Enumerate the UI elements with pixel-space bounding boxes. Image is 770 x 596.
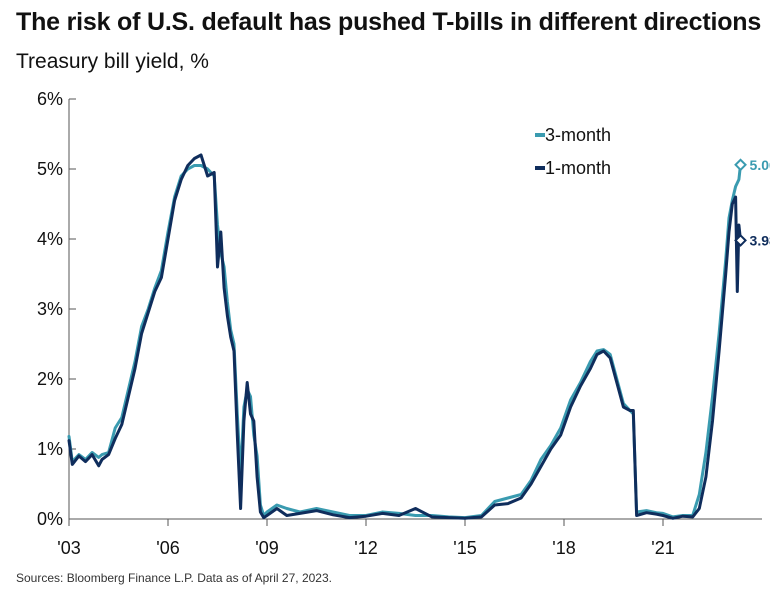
source-note: Sources: Bloomberg Finance L.P. Data as … (16, 571, 332, 585)
x-tick-label: '21 (651, 538, 674, 558)
chart-title: The risk of U.S. default has pushed T-bi… (16, 8, 762, 36)
y-tick-label: 0% (37, 509, 63, 529)
legend: 3-month 1-month (535, 125, 611, 178)
x-tick-label: '15 (453, 538, 476, 558)
x-tick-label: '18 (552, 538, 575, 558)
x-tick-label: '12 (354, 538, 377, 558)
x-tick-label: '03 (57, 538, 80, 558)
end-label-3-month: 5.06% (750, 157, 770, 173)
y-tick-label: 5% (37, 159, 63, 179)
legend-item-3-month: 3-month (545, 125, 611, 145)
end-label-1-month: 3.98% (750, 232, 770, 248)
end-label-3-month-marker (734, 158, 747, 172)
end-labels: 5.06% 3.98% (734, 157, 770, 248)
series-lines (67, 153, 742, 520)
y-tick-label: 2% (37, 369, 63, 389)
one-month-line (67, 153, 742, 520)
three-month-line (67, 163, 742, 520)
y-axis: 0% 1% 2% 3% 4% 5% 6% (37, 89, 76, 529)
end-label-1-month-marker (734, 233, 747, 247)
y-tick-label: 6% (37, 89, 63, 109)
legend-item-1-month: 1-month (545, 158, 611, 178)
y-tick-label: 4% (37, 229, 63, 249)
x-tick-label: '06 (156, 538, 179, 558)
x-tick-label: '09 (255, 538, 278, 558)
y-tick-label: 1% (37, 439, 63, 459)
y-tick-label: 3% (37, 299, 63, 319)
x-axis: '03 '06 '09 '12 '15 '18 '21 (57, 518, 762, 558)
chart-subtitle: Treasury bill yield, % (16, 50, 209, 73)
